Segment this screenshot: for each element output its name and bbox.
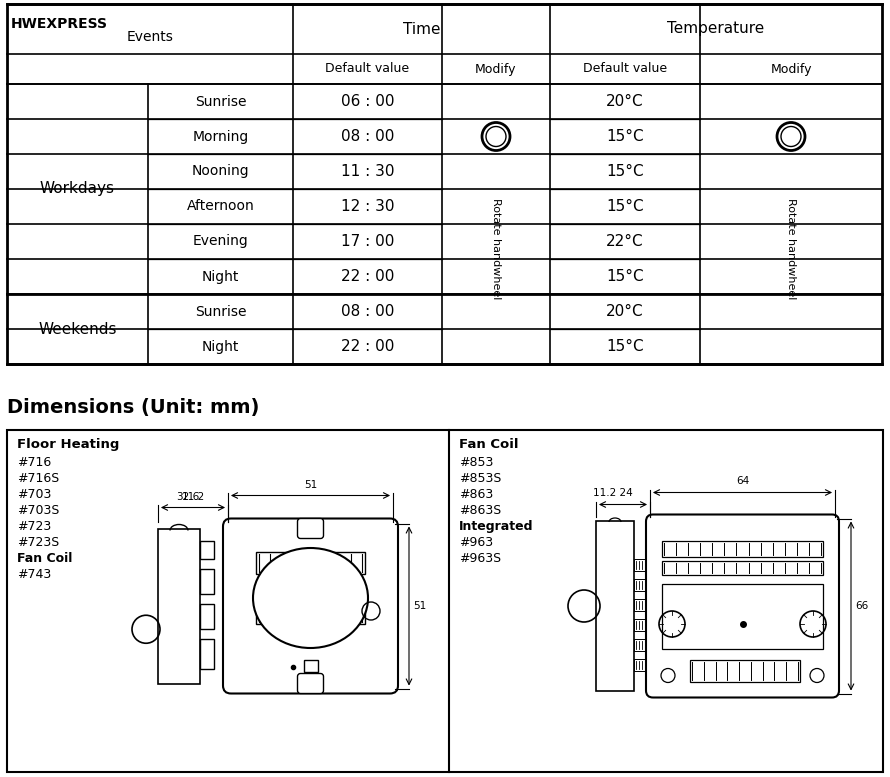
Text: #716S: #716S — [17, 472, 60, 485]
Text: 08 : 00: 08 : 00 — [341, 304, 394, 319]
Text: Floor Heating: Floor Heating — [17, 438, 119, 451]
Text: 06 : 00: 06 : 00 — [341, 94, 394, 109]
Text: Dimensions (Unit: mm): Dimensions (Unit: mm) — [7, 398, 259, 417]
Text: 32.6: 32.6 — [176, 492, 199, 501]
Bar — [200, 604, 214, 629]
Bar — [200, 639, 214, 668]
Text: 51: 51 — [413, 601, 426, 611]
Bar — [7, 430, 883, 772]
Text: #963S: #963S — [459, 552, 501, 565]
Text: #743: #743 — [17, 568, 52, 581]
Text: 15°C: 15°C — [606, 199, 643, 214]
Text: Integrated: Integrated — [459, 520, 533, 533]
Text: Night: Night — [202, 340, 239, 354]
Text: Default value: Default value — [583, 62, 668, 75]
Bar — [634, 579, 648, 591]
Text: Time: Time — [403, 22, 441, 37]
Text: 08 : 00: 08 : 00 — [341, 129, 394, 144]
Text: Workdays: Workdays — [40, 182, 115, 197]
Bar — [662, 560, 823, 574]
FancyBboxPatch shape — [297, 518, 323, 538]
Text: Night: Night — [202, 270, 239, 284]
Text: Default value: Default value — [326, 62, 409, 75]
Text: 15°C: 15°C — [606, 129, 643, 144]
Text: 20°C: 20°C — [606, 94, 643, 109]
Bar — [256, 552, 365, 574]
Text: 12 : 30: 12 : 30 — [341, 199, 394, 214]
Text: Morning: Morning — [192, 130, 248, 144]
Bar — [634, 619, 648, 631]
Text: 66: 66 — [855, 601, 869, 611]
Text: #703S: #703S — [17, 504, 60, 517]
Text: #853S: #853S — [459, 472, 501, 485]
Bar — [200, 541, 214, 559]
Text: 51: 51 — [303, 479, 317, 490]
FancyBboxPatch shape — [646, 514, 839, 698]
Text: Fan Coil: Fan Coil — [17, 552, 72, 565]
FancyBboxPatch shape — [223, 518, 398, 694]
Text: Events: Events — [126, 30, 174, 44]
Text: #863: #863 — [459, 488, 493, 501]
Bar — [634, 659, 648, 671]
Text: Fan Coil: Fan Coil — [459, 438, 519, 451]
Text: Rotate handwheel: Rotate handwheel — [491, 198, 501, 300]
Text: 22 : 00: 22 : 00 — [341, 339, 394, 354]
Text: #863S: #863S — [459, 504, 501, 517]
Bar — [200, 569, 214, 594]
Text: 20°C: 20°C — [606, 304, 643, 319]
Text: #703: #703 — [17, 488, 52, 501]
Bar — [690, 660, 800, 681]
Bar — [596, 521, 634, 691]
Text: #723S: #723S — [17, 536, 60, 549]
Text: Sunrise: Sunrise — [195, 305, 247, 319]
Text: 11.2: 11.2 — [182, 492, 205, 501]
Text: #716: #716 — [17, 456, 52, 469]
Text: Rotate handwheel: Rotate handwheel — [786, 198, 796, 300]
Text: #853: #853 — [459, 456, 493, 469]
Bar — [256, 594, 365, 624]
Text: 17 : 00: 17 : 00 — [341, 234, 394, 249]
Text: 11 : 30: 11 : 30 — [341, 164, 394, 179]
Text: Nooning: Nooning — [191, 165, 249, 179]
Bar — [7, 4, 882, 364]
Bar — [303, 660, 318, 671]
Text: Afternoon: Afternoon — [187, 200, 255, 214]
Text: Sunrise: Sunrise — [195, 95, 247, 109]
Text: 22 : 00: 22 : 00 — [341, 269, 394, 284]
Text: HWEXPRESS: HWEXPRESS — [11, 17, 108, 31]
Bar — [662, 541, 823, 556]
Text: #963: #963 — [459, 536, 493, 549]
Text: 11.2 24: 11.2 24 — [593, 489, 633, 499]
Bar — [158, 528, 200, 684]
Text: 15°C: 15°C — [606, 164, 643, 179]
Text: Temperature: Temperature — [668, 22, 765, 37]
Text: 64: 64 — [736, 476, 749, 486]
Text: Evening: Evening — [192, 235, 248, 249]
Bar — [634, 559, 648, 571]
Text: Modify: Modify — [770, 62, 812, 75]
Bar — [634, 639, 648, 651]
Text: 15°C: 15°C — [606, 339, 643, 354]
Text: 15°C: 15°C — [606, 269, 643, 284]
Text: #723: #723 — [17, 520, 52, 533]
Bar — [662, 584, 823, 649]
Ellipse shape — [253, 548, 368, 648]
Text: Weekends: Weekends — [38, 322, 117, 336]
Text: 22°C: 22°C — [606, 234, 643, 249]
Text: Modify: Modify — [475, 62, 517, 75]
Bar — [634, 599, 648, 611]
FancyBboxPatch shape — [297, 674, 323, 694]
